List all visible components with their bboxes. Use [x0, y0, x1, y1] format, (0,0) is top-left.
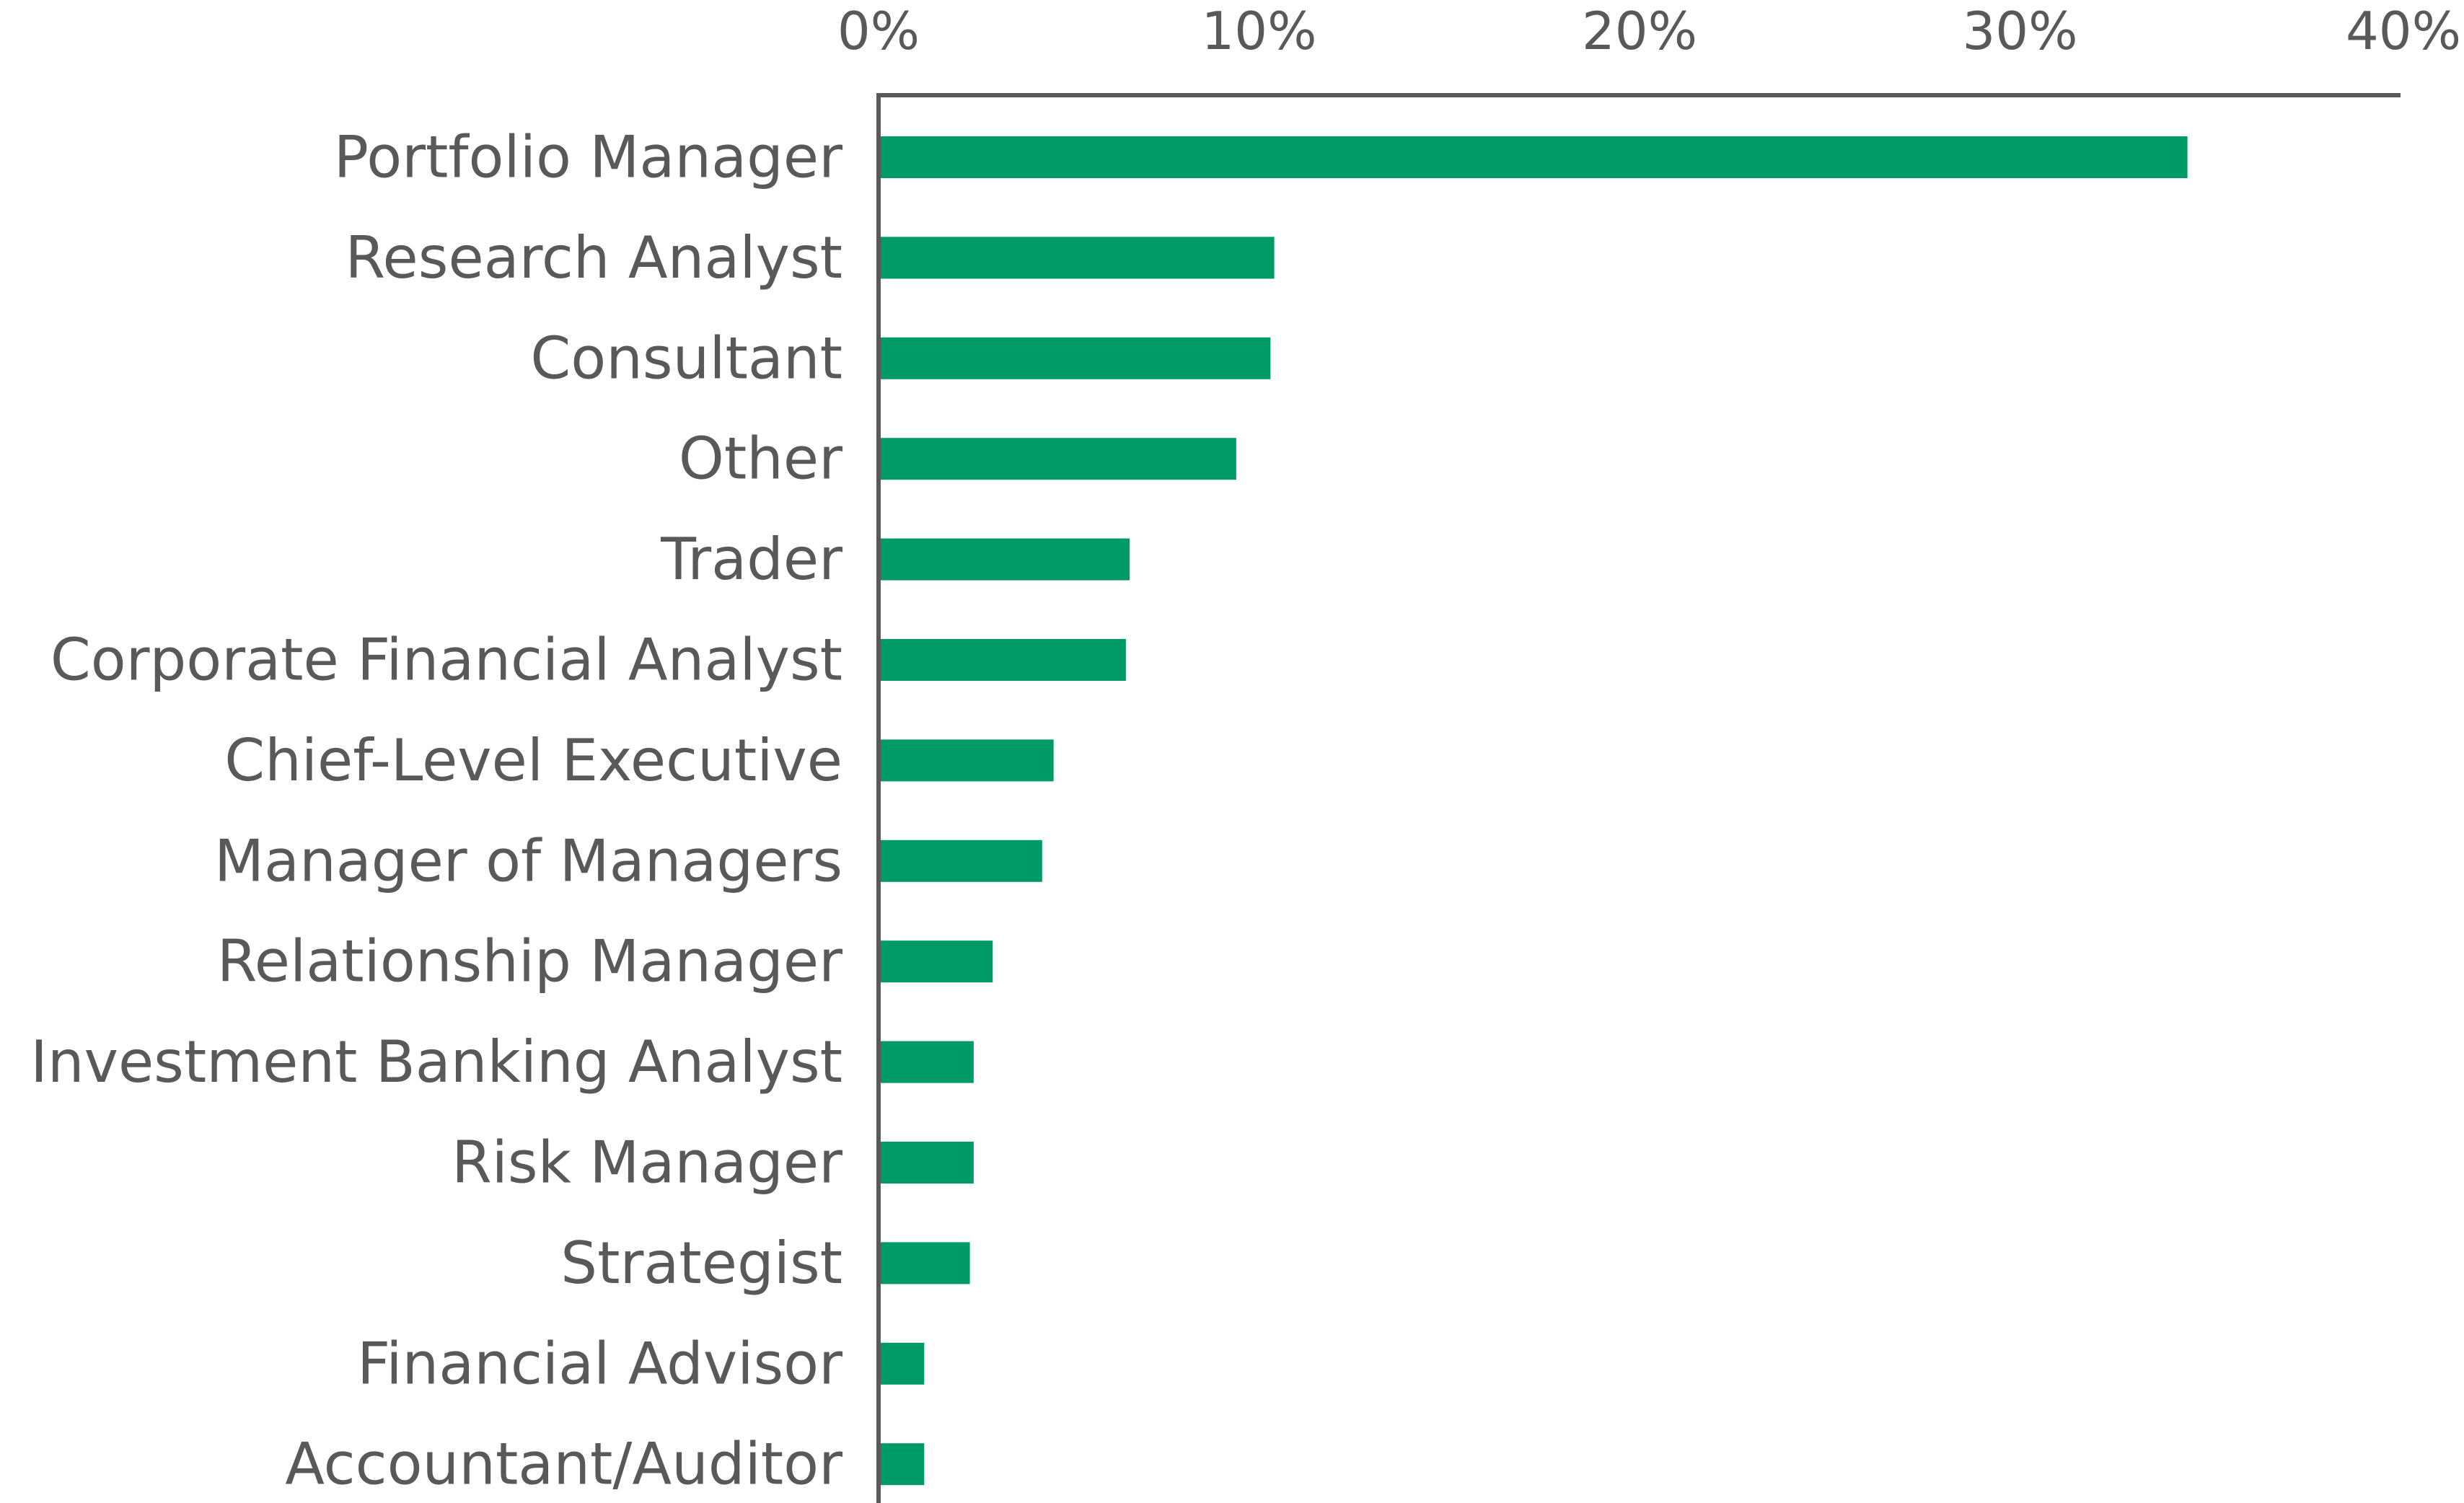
category-label-trader: Trader: [660, 526, 842, 593]
x-tick-label-30: 30%: [1962, 1, 2077, 61]
x-tick-labels: 0% 10% 20% 30% 40%: [837, 1, 2461, 61]
bar-chief-level-executive: [879, 739, 1054, 782]
category-label-investment-banking-analyst: Investment Banking Analyst: [30, 1028, 842, 1096]
bar-consultant: [879, 337, 1271, 379]
category-labels: Portfolio Manager Research Analyst Consult…: [30, 124, 842, 1498]
bar-relationship-manager: [879, 940, 993, 983]
x-tick-label-0: 0%: [837, 1, 920, 61]
category-label-strategist: Strategist: [560, 1230, 842, 1297]
bar-strategist: [879, 1242, 970, 1284]
category-label-corporate-financial-analyst: Corporate Financial Analyst: [50, 627, 842, 694]
bar-corporate-financial-analyst: [879, 639, 1126, 681]
category-label-manager-of-managers: Manager of Managers: [214, 827, 842, 894]
bar-trader: [879, 538, 1130, 581]
bar-portfolio-manager: [879, 136, 2188, 178]
bar-other: [879, 438, 1236, 480]
bar-accountant-auditor: [879, 1443, 925, 1486]
category-label-other: Other: [679, 426, 842, 493]
category-label-accountant-auditor: Accountant/Auditor: [285, 1431, 842, 1498]
category-label-risk-manager: Risk Manager: [452, 1129, 842, 1196]
category-label-research-analyst: Research Analyst: [346, 224, 842, 291]
axis-layer: [876, 93, 2401, 1503]
x-tick-label-40: 40%: [2346, 1, 2461, 61]
bar-research-analyst: [879, 237, 1275, 279]
bars-layer: [879, 136, 2188, 1486]
category-label-financial-advisor: Financial Advisor: [357, 1330, 842, 1397]
bar-financial-advisor: [879, 1342, 925, 1385]
category-label-consultant: Consultant: [530, 325, 842, 392]
category-label-relationship-manager: Relationship Manager: [217, 928, 842, 995]
x-tick-label-20: 20%: [1582, 1, 1697, 61]
category-label-chief-level-executive: Chief-Level Executive: [224, 727, 842, 794]
x-tick-label-10: 10%: [1201, 1, 1316, 61]
bar-risk-manager: [879, 1142, 974, 1184]
bar-manager-of-managers: [879, 839, 1042, 882]
bar-investment-banking-analyst: [879, 1041, 974, 1083]
category-label-portfolio-manager: Portfolio Manager: [334, 124, 842, 191]
